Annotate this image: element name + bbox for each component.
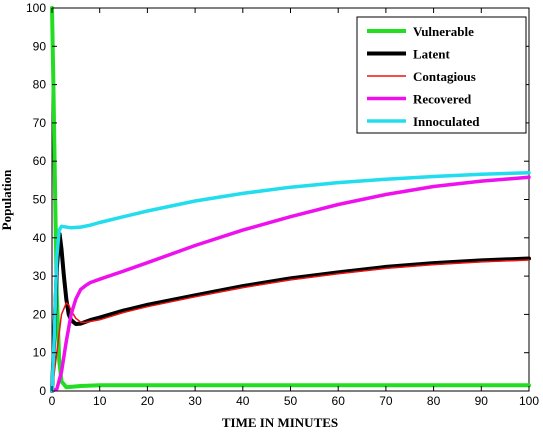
x-tick-label: 40 <box>236 394 250 408</box>
y-tick-label: 90 <box>33 39 47 53</box>
y-tick-label: 0 <box>39 384 46 398</box>
series-line-vulnerable <box>50 6 531 390</box>
legend-box <box>356 16 527 134</box>
series-line-innoculated <box>50 170 531 393</box>
series-layer <box>50 6 531 393</box>
legend-label-recovered: Recovered <box>413 92 472 107</box>
y-tick-label: 30 <box>33 269 47 283</box>
y-tick-label: 80 <box>33 78 47 92</box>
x-tick-label: 90 <box>475 394 489 408</box>
y-tick-label: 60 <box>33 154 47 168</box>
x-tick-label: 10 <box>93 394 107 408</box>
series-line-latent <box>50 232 531 393</box>
series-line-contagious <box>51 259 530 392</box>
x-tick-label: 30 <box>188 394 202 408</box>
x-tick-label: 60 <box>332 394 346 408</box>
y-tick-label: 20 <box>33 307 47 321</box>
legend-label-vulnerable: Vulnerable <box>413 24 474 39</box>
legend: Vulnerable Latent Contagious Recovered Innoc… <box>356 16 527 134</box>
y-tick-label: 10 <box>33 346 47 360</box>
x-tick-label: 50 <box>284 394 298 408</box>
x-tick-label: 70 <box>379 394 393 408</box>
y-tick-label: 70 <box>33 116 47 130</box>
y-tick-label: 40 <box>33 231 47 245</box>
x-tick-label: 20 <box>141 394 155 408</box>
legend-label-innoculated: Innoculated <box>413 114 480 129</box>
x-tick-label: 80 <box>427 394 441 408</box>
ticks-layer: 0 10 20 30 40 50 60 70 80 90 100 0 10 20 30 40 50 60 70 80 9… <box>26 1 539 408</box>
series-line-recovered <box>50 175 531 393</box>
y-axis-title: Population <box>0 169 14 230</box>
x-tick-label: 0 <box>49 394 56 408</box>
y-tick-label: 100 <box>26 1 46 15</box>
x-tick-label: 100 <box>519 394 539 408</box>
legend-label-latent: Latent <box>413 47 451 62</box>
y-tick-label: 50 <box>33 193 47 207</box>
legend-label-contagious: Contagious <box>413 69 476 84</box>
x-axis-title: TIME IN MINUTES <box>222 415 338 430</box>
